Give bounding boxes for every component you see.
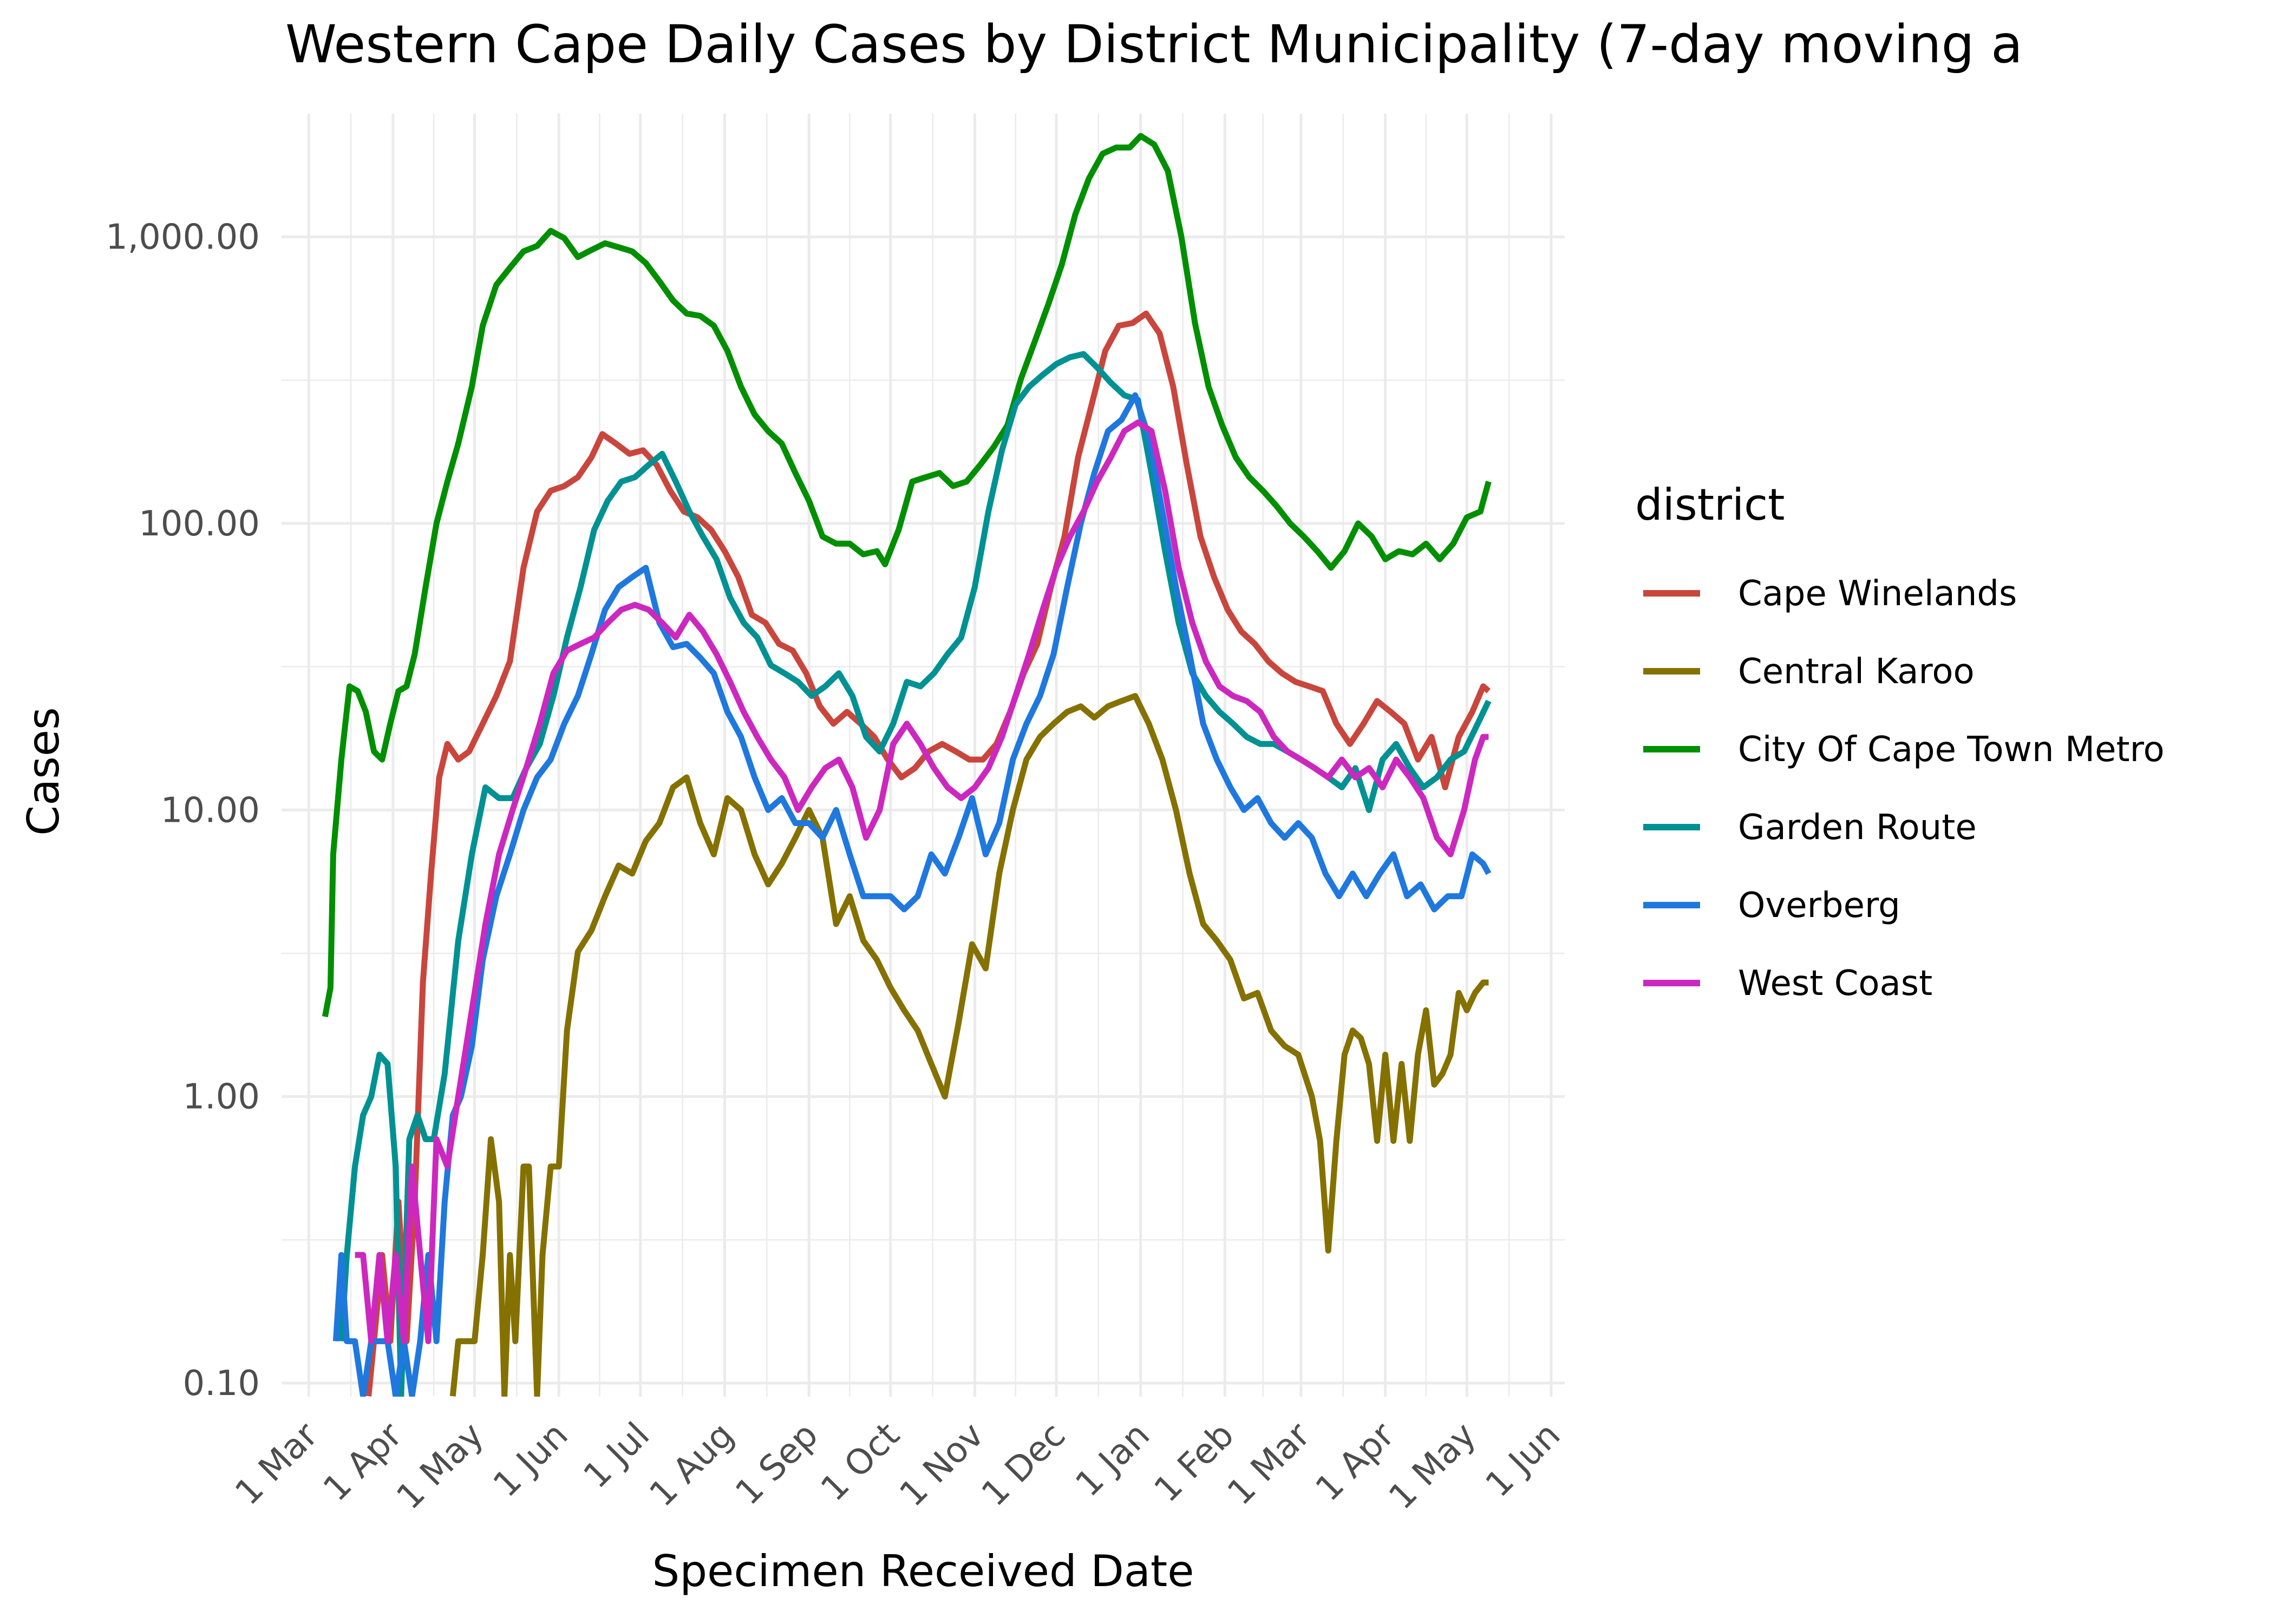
x-tick-label: 1 May	[1381, 1415, 1484, 1517]
legend-label: City Of Cape Town Metro	[1738, 730, 2165, 770]
y-tick-layer: 0.10 1.00 10.00 100.00 1,000.00	[106, 218, 260, 1404]
x-tick-label: 1 Jun	[1478, 1415, 1568, 1505]
legend-title: district	[1635, 480, 1785, 530]
y-tick-label: 0.10	[183, 1364, 260, 1404]
legend-label: Cape Winelands	[1738, 574, 2017, 614]
grid-layer	[282, 114, 1565, 1397]
y-tick-label: 10.00	[161, 790, 260, 830]
x-axis-title: Specimen Received Date	[652, 1546, 1194, 1596]
x-tick-label: 1 Oct	[813, 1415, 907, 1509]
x-tick-label: 1 Aug	[642, 1415, 742, 1515]
series-line-central-karoo	[449, 693, 1489, 1397]
y-tick-label: 1.00	[183, 1077, 260, 1117]
y-tick-label: 1,000.00	[106, 218, 260, 258]
chart-title: Western Cape Daily Cases by District Mun…	[285, 14, 2023, 75]
legend-label: Garden Route	[1738, 808, 1977, 848]
x-tick-label: 1 May	[389, 1415, 492, 1517]
x-tick-label: 1 Sep	[728, 1415, 826, 1513]
legend-label: Central Karoo	[1738, 652, 1975, 692]
series-line-city-of-cape-town-metro	[322, 133, 1492, 1018]
x-tick-label: 1 Jun	[486, 1415, 576, 1505]
x-tick-label: 1 Mar	[228, 1415, 326, 1513]
y-axis-title: Cases	[18, 707, 69, 835]
series-line-cape-winelands	[365, 310, 1491, 1397]
x-tick-label: 1 Jan	[1068, 1415, 1158, 1504]
x-tick-label: 1 Dec	[974, 1415, 1073, 1514]
x-tick-label: 1 Nov	[892, 1415, 992, 1515]
y-tick-label: 100.00	[139, 504, 260, 544]
x-tick-label: 1 Mar	[1220, 1415, 1318, 1513]
series-line-west-coast	[355, 420, 1489, 1345]
legend-label: West Coast	[1738, 964, 1932, 1004]
x-tick-label: 1 Feb	[1147, 1415, 1242, 1510]
legend-label: Overberg	[1738, 886, 1900, 926]
legend: district Cape Winelands Central Karoo City…	[1635, 480, 2165, 1004]
series-layer	[322, 133, 1492, 1397]
